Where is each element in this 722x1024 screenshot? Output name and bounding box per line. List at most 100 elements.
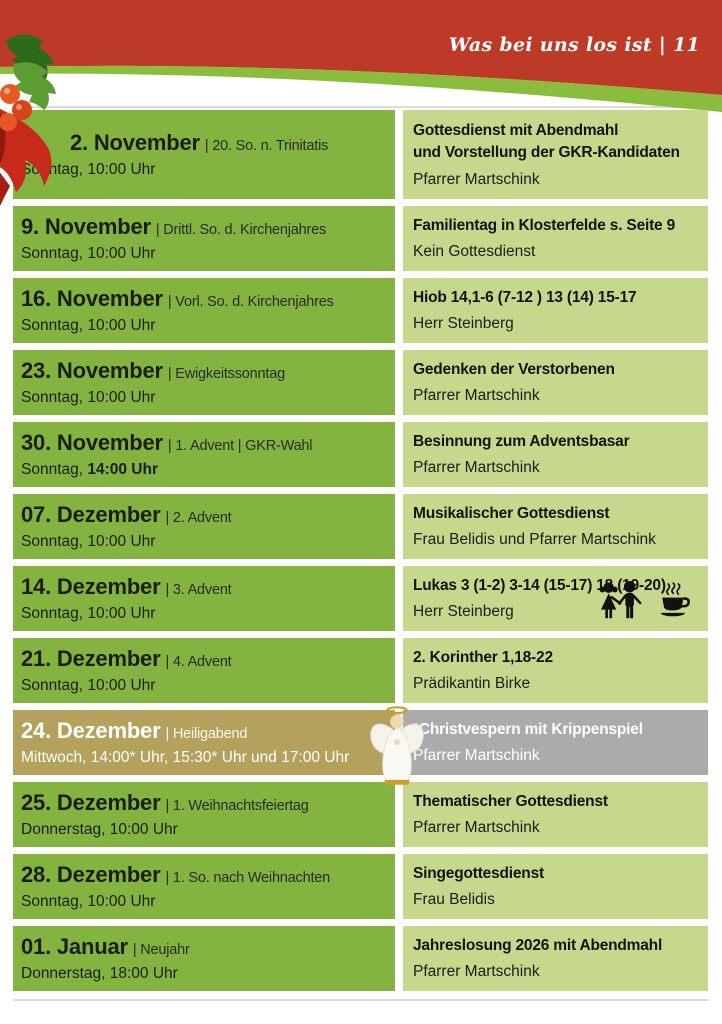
- service-date-cell: 23. November | Ewigkeitssonntag Sonntag, …: [13, 350, 395, 415]
- day-time-line: Sonntag, 10:00 Uhr: [21, 893, 391, 912]
- service-date-cell: 01. Januar | Neujahr Donnerstag, 18:00 Uh…: [13, 926, 395, 991]
- day-time-text: Sonntag, 10:00 Uhr: [21, 160, 156, 178]
- service-date: 16. November: [21, 285, 163, 311]
- day-time-line: Sonntag, 14:00 Uhr: [21, 461, 391, 480]
- service-subtitle: | 1. So. nach Weihnachten: [165, 869, 331, 886]
- service-person: Prädikantin Birke: [413, 675, 531, 693]
- table-top-border: [13, 106, 709, 108]
- service-subtitle: | 20. So. n. Trinitatis: [204, 137, 329, 154]
- service-date-cell: 30. November | 1. Advent | GKR-Wahl Sonnt…: [13, 422, 395, 487]
- service-row: 07. Dezember | 2. Advent Sonntag, 10:00 U…: [13, 494, 708, 559]
- date-line: 9. November | Drittl. So. d. Kirchenjahre…: [21, 214, 391, 240]
- service-date: 28. Dezember: [21, 861, 161, 887]
- service-subtitle: | 3. Advent: [165, 581, 232, 598]
- service-detail-cell: *Christvespern mit Krippenspiel Pfarrer …: [403, 710, 708, 775]
- service-detail-cell: Besinnung zum Adventsbasar Pfarrer Marts…: [403, 422, 708, 487]
- service-date-cell: 07. Dezember | 2. Advent Sonntag, 10:00 U…: [13, 494, 395, 559]
- date-line: 24. Dezember | Heiligabend: [21, 718, 391, 744]
- service-date: 01. Januar: [21, 933, 128, 959]
- day-time-text: Sonntag, 10:00 Uhr: [21, 532, 156, 550]
- service-title: Hiob 14,1-6 (7-12 ) 13 (14) 15-17: [413, 288, 637, 306]
- day-time-text: Sonntag, 10:00 Uhr: [21, 244, 156, 262]
- service-row: 9. November | Drittl. So. d. Kirchenjahre…: [13, 206, 708, 271]
- header-swoosh-graphic: [0, 0, 722, 112]
- coffee-icon: [660, 582, 690, 617]
- date-line: 14. Dezember | 3. Advent: [21, 574, 391, 600]
- angel-figurine-icon: [370, 706, 424, 785]
- service-person: Kein Gottesdienst: [413, 243, 536, 261]
- service-date-cell: 28. Dezember | 1. So. nach Weihnachten So…: [13, 854, 395, 919]
- service-title: *Christvespern mit Krippenspiel: [413, 720, 643, 738]
- service-detail-cell: Singegottesdienst Frau Belidis: [403, 854, 708, 919]
- date-line: 21. Dezember | 4. Advent: [21, 646, 391, 672]
- date-line: 2. November | 20. So. n. Trinitatis: [21, 130, 391, 156]
- date-line: 30. November | 1. Advent | GKR-Wahl: [21, 430, 391, 456]
- service-subtitle: | 1. Weihnachtsfeiertag: [165, 797, 309, 814]
- service-subtitle: | Heiligabend: [165, 725, 248, 742]
- day-time-line: Donnerstag, 18:00 Uhr: [21, 965, 391, 984]
- service-person: Pfarrer Martschink: [413, 747, 540, 765]
- day-time-line: Sonntag, 10:00 Uhr: [21, 317, 391, 336]
- children-icon: [599, 580, 642, 619]
- day-time-text: Sonntag, 10:00 Uhr: [21, 316, 156, 334]
- day-time-line: Sonntag, 10:00 Uhr: [21, 161, 391, 180]
- day-time-line: Sonntag, 10:00 Uhr: [21, 389, 391, 408]
- day-time-text: Sonntag, 10:00 Uhr: [21, 892, 156, 910]
- service-person: Pfarrer Martschink: [413, 963, 540, 981]
- holly-ribbon-decoration-icon: [0, 34, 56, 206]
- service-detail-cell: Familientag in Klosterfelde s. Seite 9 K…: [403, 206, 708, 271]
- service-subtitle: | 2. Advent: [165, 509, 232, 526]
- service-detail-cell: Gedenken der Verstorbenen Pfarrer Martsc…: [403, 350, 708, 415]
- service-date: 23. November: [21, 357, 163, 383]
- service-table: 2. November | 20. So. n. Trinitatis Sonnt…: [13, 110, 708, 998]
- service-person: Frau Belidis: [413, 891, 495, 909]
- service-subtitle: | 4. Advent: [165, 653, 232, 670]
- day-time-line: Mittwoch, 14:00* Uhr, 15:30* Uhr und 17:…: [21, 749, 391, 768]
- date-line: 16. November | Vorl. So. d. Kirchenjahres: [21, 286, 391, 312]
- row-icons: [598, 580, 692, 622]
- service-row: 23. November | Ewigkeitssonntag Sonntag, …: [13, 350, 708, 415]
- service-row: 01. Januar | Neujahr Donnerstag, 18:00 Uh…: [13, 926, 708, 991]
- service-person: Herr Steinberg: [413, 603, 514, 621]
- service-subtitle: | Ewigkeitssonntag: [167, 365, 285, 382]
- service-row: 14. Dezember | 3. Advent Sonntag, 10:00 U…: [13, 566, 708, 631]
- service-detail-cell: 2. Korinther 1,18-22 Prädikantin Birke: [403, 638, 708, 703]
- service-date: 25. Dezember: [21, 789, 161, 815]
- day-time-line: Sonntag, 10:00 Uhr: [21, 245, 391, 264]
- service-date: 2. November: [70, 129, 200, 155]
- service-title: Musikalischer Gottesdienst: [413, 504, 610, 522]
- service-person: Frau Belidis und Pfarrer Martschink: [413, 531, 656, 549]
- page-title: Was bei uns los ist | 11: [448, 34, 700, 56]
- service-date: 30. November: [21, 429, 163, 455]
- service-row: 28. Dezember | 1. So. nach Weihnachten So…: [13, 854, 708, 919]
- date-line: 07. Dezember | 2. Advent: [21, 502, 391, 528]
- service-title: Thematischer Gottesdienst: [413, 792, 608, 810]
- service-row: 24. Dezember | Heiligabend Mittwoch, 14:0…: [13, 706, 708, 785]
- service-date-cell: 2. November | 20. So. n. Trinitatis Sonnt…: [13, 110, 395, 199]
- day-time-line: Sonntag, 10:00 Uhr: [21, 533, 391, 552]
- service-date: 14. Dezember: [21, 573, 161, 599]
- service-date-cell: 9. November | Drittl. So. d. Kirchenjahre…: [13, 206, 395, 271]
- service-date: 24. Dezember: [21, 717, 161, 743]
- service-title: Jahreslosung 2026 mit Abendmahl: [413, 936, 663, 954]
- service-person: Pfarrer Martschink: [413, 170, 540, 188]
- service-person: Pfarrer Martschink: [413, 459, 540, 477]
- service-date-cell: 14. Dezember | 3. Advent Sonntag, 10:00 U…: [13, 566, 690, 631]
- service-date: 07. Dezember: [21, 501, 161, 527]
- service-subtitle: | Vorl. So. d. Kirchenjahres: [167, 293, 334, 310]
- day-time-text: Mittwoch, 14:00* Uhr, 15:30* Uhr und 17:…: [21, 748, 350, 766]
- day-time-line: Donnerstag, 10:00 Uhr: [21, 821, 391, 840]
- date-line: 25. Dezember | 1. Weihnachtsfeiertag: [21, 790, 391, 816]
- date-line: 01. Januar | Neujahr: [21, 934, 391, 960]
- service-detail-cell: Thematischer Gottesdienst Pfarrer Martsc…: [403, 782, 708, 847]
- service-person: Pfarrer Martschink: [413, 819, 540, 837]
- day-time-text: Donnerstag, 18:00 Uhr: [21, 964, 178, 982]
- service-subtitle: | Drittl. So. d. Kirchenjahres: [155, 221, 327, 238]
- service-date: 9. November: [21, 213, 151, 239]
- date-line: 28. Dezember | 1. So. nach Weihnachten: [21, 862, 391, 888]
- service-person: Pfarrer Martschink: [413, 387, 540, 405]
- service-date-cell: 25. Dezember | 1. Weihnachtsfeiertag Donn…: [13, 782, 395, 847]
- service-title: Gottesdienst mit Abendmahl und Vorstellu…: [413, 121, 680, 162]
- day-time-line: Sonntag, 10:00 Uhr: [21, 605, 391, 624]
